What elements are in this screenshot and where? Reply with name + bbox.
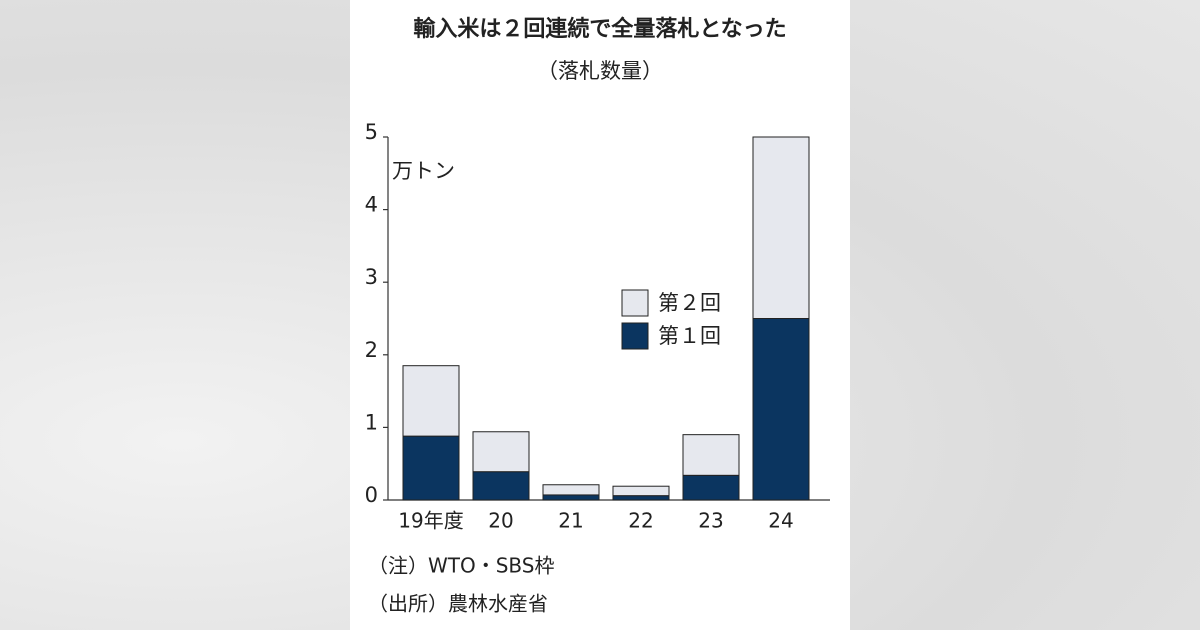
- bar-segment: [472, 431, 530, 473]
- bar-segment: [682, 474, 740, 501]
- x-tick-label: 24: [768, 509, 793, 533]
- bar-segment: [402, 365, 460, 437]
- bar-segment: [402, 435, 460, 501]
- y-tick-label: 3: [365, 265, 378, 289]
- y-tick-label: 0: [365, 483, 378, 507]
- x-tick-label: 21: [558, 509, 583, 533]
- chart-subtitle: （落札数量）: [537, 59, 663, 83]
- legend-label: 第１回: [658, 324, 721, 348]
- bar-segment: [682, 434, 740, 476]
- y-unit: 万トン: [392, 159, 455, 183]
- note: （注）WTO・SBS枠: [368, 554, 555, 578]
- bar-segment: [542, 484, 600, 496]
- bar-segment: [612, 485, 670, 497]
- x-tick-label: 22: [628, 509, 653, 533]
- y-tick-label: 5: [365, 120, 378, 144]
- y-tick-label: 4: [365, 193, 378, 217]
- legend-label: 第２回: [658, 291, 721, 315]
- legend-swatch: [621, 289, 649, 317]
- x-tick-label: 19年度: [398, 509, 463, 533]
- y-tick-label: 1: [365, 410, 378, 434]
- bar-segment: [612, 495, 670, 501]
- chart-title: 輸入米は２回連続で全量落札となった: [413, 16, 786, 42]
- x-tick-label: 20: [488, 509, 513, 533]
- source: （出所）農林水産省: [368, 592, 548, 616]
- bar-segment: [752, 318, 810, 501]
- bar-segment: [472, 471, 530, 501]
- legend-swatch: [621, 322, 649, 350]
- bar-segment: [542, 494, 600, 501]
- y-tick-label: 2: [365, 338, 378, 362]
- x-tick-label: 23: [698, 509, 723, 533]
- bar-segment: [752, 136, 810, 319]
